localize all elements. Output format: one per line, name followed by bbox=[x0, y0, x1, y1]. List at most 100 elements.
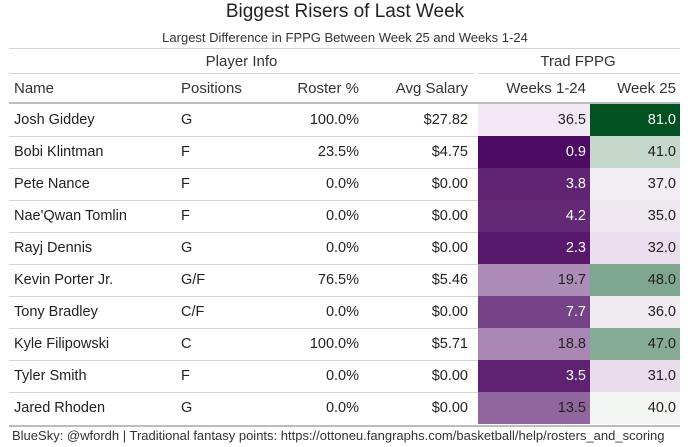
weeks-1-24-cell-value: 3.8 bbox=[565, 176, 586, 192]
avg-salary: $0.00 bbox=[431, 208, 468, 224]
week-25-cell-value: 31.0 bbox=[647, 368, 676, 384]
week-25-cell: 32.0 bbox=[590, 232, 680, 264]
week-25-cell: 41.0 bbox=[590, 136, 680, 168]
bottom-rule bbox=[9, 425, 680, 427]
table-row: Rayj Dennis G 0.0% $0.00 2.3 32.0 bbox=[9, 232, 680, 264]
roster-percent: 0.0% bbox=[325, 208, 359, 224]
player-positions: F bbox=[181, 208, 190, 224]
player-positions: F bbox=[181, 176, 190, 192]
row-divider bbox=[9, 392, 680, 393]
week-25-cell-value: 48.0 bbox=[647, 272, 676, 288]
weeks-1-24-cell: 0.9 bbox=[478, 136, 590, 168]
roster-percent: 0.0% bbox=[325, 240, 359, 256]
weeks-1-24-cell-value: 19.7 bbox=[557, 272, 586, 288]
chart-subtitle: Largest Difference in FPPG Between Week … bbox=[162, 30, 528, 45]
week-25-cell-value: 36.0 bbox=[647, 304, 676, 320]
player-positions: C bbox=[181, 336, 192, 352]
player-name: Pete Nance bbox=[14, 176, 90, 192]
week-25-cell: 47.0 bbox=[590, 328, 680, 360]
week-25-cell-value: 32.0 bbox=[647, 240, 676, 256]
week-25-cell-value: 35.0 bbox=[647, 208, 676, 224]
avg-salary: $0.00 bbox=[431, 400, 468, 416]
avg-salary: $27.82 bbox=[423, 112, 468, 128]
weeks-1-24-cell: 36.5 bbox=[478, 104, 590, 136]
player-positions: F bbox=[181, 144, 190, 160]
table-row: Josh Giddey G 100.0% $27.82 36.5 81.0 bbox=[9, 104, 680, 136]
weeks-1-24-cell-value: 4.2 bbox=[565, 208, 586, 224]
table-row: Pete Nance F 0.0% $0.00 3.8 37.0 bbox=[9, 168, 680, 200]
column-header-salary: Avg Salary bbox=[395, 80, 468, 97]
roster-percent: 0.0% bbox=[325, 400, 359, 416]
player-positions: C/F bbox=[181, 304, 205, 320]
week-25-cell-value: 47.0 bbox=[647, 336, 676, 352]
group-header-trad-fppg: Trad FPPG bbox=[540, 53, 616, 70]
header-rule bbox=[9, 102, 680, 104]
week-25-cell: 35.0 bbox=[590, 200, 680, 232]
player-name: Jared Rhoden bbox=[14, 400, 106, 416]
roster-percent: 100.0% bbox=[309, 112, 359, 128]
avg-salary: $5.46 bbox=[431, 272, 468, 288]
week-25-cell: 48.0 bbox=[590, 264, 680, 296]
avg-salary: $0.00 bbox=[431, 240, 468, 256]
player-name: Tony Bradley bbox=[14, 304, 98, 320]
player-name: Rayj Dennis bbox=[14, 240, 93, 256]
player-name: Nae'Qwan Tomlin bbox=[14, 208, 127, 224]
row-divider bbox=[9, 328, 680, 329]
weeks-1-24-cell-value: 13.5 bbox=[557, 400, 586, 416]
table-row: Kyle Filipowski C 100.0% $5.71 18.8 47.0 bbox=[9, 328, 680, 360]
table-row: Bobi Klintman F 23.5% $4.75 0.9 41.0 bbox=[9, 136, 680, 168]
player-name: Tyler Smith bbox=[14, 368, 87, 384]
roster-percent: 23.5% bbox=[317, 144, 359, 160]
column-header-name: Name bbox=[14, 80, 55, 97]
player-name: Kyle Filipowski bbox=[14, 336, 110, 352]
avg-salary: $0.00 bbox=[431, 304, 468, 320]
group-rule-trad-fppg bbox=[478, 73, 680, 74]
week-25-cell: 31.0 bbox=[590, 360, 680, 392]
weeks-1-24-cell-value: 7.7 bbox=[565, 304, 586, 320]
weeks-1-24-cell: 3.8 bbox=[478, 168, 590, 200]
roster-percent: 0.0% bbox=[325, 304, 359, 320]
table-row: Jared Rhoden G 0.0% $0.00 13.5 40.0 bbox=[9, 392, 680, 424]
table-row: Kevin Porter Jr. G/F 76.5% $5.46 19.7 48.0 bbox=[9, 264, 680, 296]
column-header-weeks: Weeks 1-24 bbox=[506, 80, 586, 97]
player-positions: G bbox=[181, 400, 193, 416]
weeks-1-24-cell: 13.5 bbox=[478, 392, 590, 424]
weeks-1-24-cell: 3.5 bbox=[478, 360, 590, 392]
group-header-player-info: Player Info bbox=[205, 53, 278, 70]
top-rule bbox=[9, 48, 680, 49]
week-25-cell: 40.0 bbox=[590, 392, 680, 424]
weeks-1-24-cell-value: 18.8 bbox=[557, 336, 586, 352]
week-25-cell: 37.0 bbox=[590, 168, 680, 200]
roster-percent: 0.0% bbox=[325, 176, 359, 192]
roster-percent: 76.5% bbox=[317, 272, 359, 288]
player-name: Josh Giddey bbox=[14, 112, 95, 128]
row-divider bbox=[9, 232, 680, 233]
week-25-cell-value: 81.0 bbox=[647, 112, 676, 128]
table-row: Tyler Smith F 0.0% $0.00 3.5 31.0 bbox=[9, 360, 680, 392]
weeks-1-24-cell: 2.3 bbox=[478, 232, 590, 264]
week-25-cell: 81.0 bbox=[590, 104, 680, 136]
player-name: Bobi Klintman bbox=[14, 144, 104, 160]
week-25-cell: 36.0 bbox=[590, 296, 680, 328]
column-header-week25: Week 25 bbox=[617, 80, 676, 97]
weeks-1-24-cell-value: 36.5 bbox=[557, 112, 586, 128]
avg-salary: $0.00 bbox=[431, 176, 468, 192]
chart-title: Biggest Risers of Last Week bbox=[225, 1, 465, 22]
avg-salary: $5.71 bbox=[431, 336, 468, 352]
column-header-positions: Positions bbox=[181, 80, 242, 97]
weeks-1-24-cell: 7.7 bbox=[478, 296, 590, 328]
footer-credit: BlueSky: @wfordh | Traditional fantasy p… bbox=[12, 428, 665, 443]
week-25-cell-value: 40.0 bbox=[647, 400, 676, 416]
row-divider bbox=[9, 296, 680, 297]
week-25-cell-value: 37.0 bbox=[647, 176, 676, 192]
row-divider bbox=[9, 360, 680, 361]
player-name: Kevin Porter Jr. bbox=[14, 272, 114, 288]
row-divider bbox=[9, 168, 680, 169]
column-header-roster: Roster % bbox=[297, 80, 359, 97]
weeks-1-24-cell: 4.2 bbox=[478, 200, 590, 232]
table-row: Tony Bradley C/F 0.0% $0.00 7.7 36.0 bbox=[9, 296, 680, 328]
table-row: Nae'Qwan Tomlin F 0.0% $0.00 4.2 35.0 bbox=[9, 200, 680, 232]
week-25-cell-value: 41.0 bbox=[647, 144, 676, 160]
player-positions: G bbox=[181, 240, 193, 256]
avg-salary: $4.75 bbox=[431, 144, 468, 160]
